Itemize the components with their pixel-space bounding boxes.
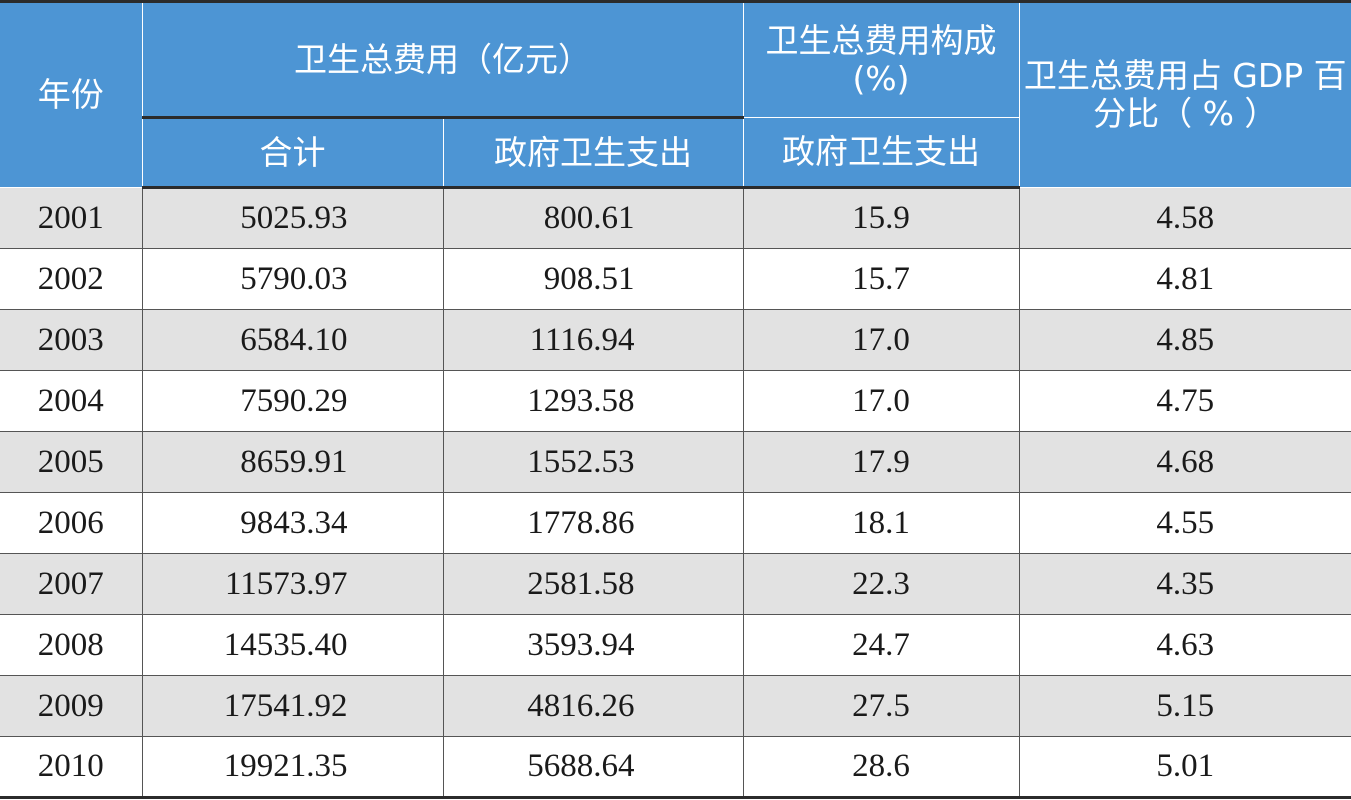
cell-composition-gov: 18.1 bbox=[742, 492, 1020, 554]
header-composition-group: 卫生总费用构成 (%) bbox=[742, 0, 1020, 118]
table-row: 2007 11573.97 2581.58 22.3 4.35 bbox=[0, 553, 1351, 615]
cell-year: 2002 bbox=[0, 248, 143, 310]
cell-total: 8659.91 bbox=[141, 431, 444, 493]
table-body: 2001 5025.93 800.61 15.9 4.58 2002 5790.03 908.… bbox=[0, 187, 1351, 799]
cell-year: 2005 bbox=[0, 431, 143, 493]
header-gdp-share: 卫生总费用占 GDP 百分比（ % ） bbox=[1018, 0, 1351, 188]
header-year: 年份 bbox=[0, 0, 143, 188]
header-composition-gov: 政府卫生支出 bbox=[742, 117, 1019, 189]
cell-year: 2006 bbox=[0, 492, 143, 554]
cell-composition-gov: 27.5 bbox=[742, 675, 1020, 737]
table-row: 2009 17541.92 4816.26 27.5 5.15 bbox=[0, 675, 1351, 737]
cell-year: 2008 bbox=[0, 614, 143, 676]
cell-gov-spend: 4816.26 bbox=[442, 675, 744, 737]
cell-gov-spend: 1552.53 bbox=[442, 431, 744, 493]
cell-year: 2001 bbox=[0, 187, 143, 249]
cell-total: 7590.29 bbox=[141, 370, 444, 432]
cell-year: 2009 bbox=[0, 675, 143, 737]
cell-total: 11573.97 bbox=[141, 553, 444, 615]
cell-gov-spend: 5688.64 bbox=[442, 736, 744, 799]
cell-gdp-share: 4.58 bbox=[1018, 187, 1351, 249]
cell-gdp-share: 4.55 bbox=[1018, 492, 1351, 554]
cell-gov-spend: 1116.94 bbox=[442, 309, 744, 371]
cell-gov-spend: 1293.58 bbox=[442, 370, 744, 432]
table-row: 2004 7590.29 1293.58 17.0 4.75 bbox=[0, 370, 1351, 432]
cell-gov-spend: 800.61 bbox=[442, 187, 744, 249]
table-row: 2008 14535.40 3593.94 24.7 4.63 bbox=[0, 614, 1351, 676]
cell-year: 2010 bbox=[0, 736, 143, 799]
cell-composition-gov: 17.0 bbox=[742, 370, 1020, 432]
header-gov-spend: 政府卫生支出 bbox=[442, 117, 744, 189]
cell-gov-spend: 1778.86 bbox=[442, 492, 744, 554]
cell-composition-gov: 15.9 bbox=[742, 187, 1020, 249]
cell-composition-gov: 17.0 bbox=[742, 309, 1020, 371]
cell-gov-spend: 908.51 bbox=[442, 248, 744, 310]
cell-year: 2007 bbox=[0, 553, 143, 615]
cell-gdp-share: 5.15 bbox=[1018, 675, 1351, 737]
cell-gov-spend: 2581.58 bbox=[442, 553, 744, 615]
cell-year: 2003 bbox=[0, 309, 143, 371]
cell-total: 19921.35 bbox=[141, 736, 444, 799]
cell-gdp-share: 4.68 bbox=[1018, 431, 1351, 493]
cell-gdp-share: 4.85 bbox=[1018, 309, 1351, 371]
cell-total: 5025.93 bbox=[141, 187, 444, 249]
cell-gdp-share: 5.01 bbox=[1018, 736, 1351, 799]
table-row: 2002 5790.03 908.51 15.7 4.81 bbox=[0, 248, 1351, 310]
table-row: 2006 9843.34 1778.86 18.1 4.55 bbox=[0, 492, 1351, 554]
header-total: 合计 bbox=[142, 117, 444, 189]
cell-gdp-share: 4.35 bbox=[1018, 553, 1351, 615]
cell-total: 5790.03 bbox=[141, 248, 444, 310]
cell-total: 14535.40 bbox=[141, 614, 444, 676]
cell-composition-gov: 28.6 bbox=[742, 736, 1020, 799]
cell-composition-gov: 17.9 bbox=[742, 431, 1020, 493]
cell-year: 2004 bbox=[0, 370, 143, 432]
table-row: 2005 8659.91 1552.53 17.9 4.68 bbox=[0, 431, 1351, 493]
header-row-top: 年份 卫生总费用（亿元） 卫生总费用构成 (%) 卫生总费用占 GDP 百分比（… bbox=[0, 0, 1351, 188]
table-row: 2003 6584.10 1116.94 17.0 4.85 bbox=[0, 309, 1351, 371]
cell-composition-gov: 15.7 bbox=[742, 248, 1020, 310]
cell-gov-spend: 3593.94 bbox=[442, 614, 744, 676]
cell-gdp-share: 4.63 bbox=[1018, 614, 1351, 676]
cell-total: 9843.34 bbox=[141, 492, 444, 554]
table-row: 2001 5025.93 800.61 15.9 4.58 bbox=[0, 187, 1351, 249]
cell-gdp-share: 4.81 bbox=[1018, 248, 1351, 310]
cell-composition-gov: 24.7 bbox=[742, 614, 1020, 676]
header-row-sub: 合计 政府卫生支出 政府卫生支出 bbox=[0, 117, 1351, 189]
cell-total: 6584.10 bbox=[141, 309, 444, 371]
cell-total: 17541.92 bbox=[141, 675, 444, 737]
header-total-group: 卫生总费用（亿元） bbox=[141, 0, 744, 119]
table-row: 2010 19921.35 5688.64 28.6 5.01 bbox=[0, 736, 1351, 799]
cell-composition-gov: 22.3 bbox=[742, 553, 1020, 615]
cell-gdp-share: 4.75 bbox=[1018, 370, 1351, 432]
